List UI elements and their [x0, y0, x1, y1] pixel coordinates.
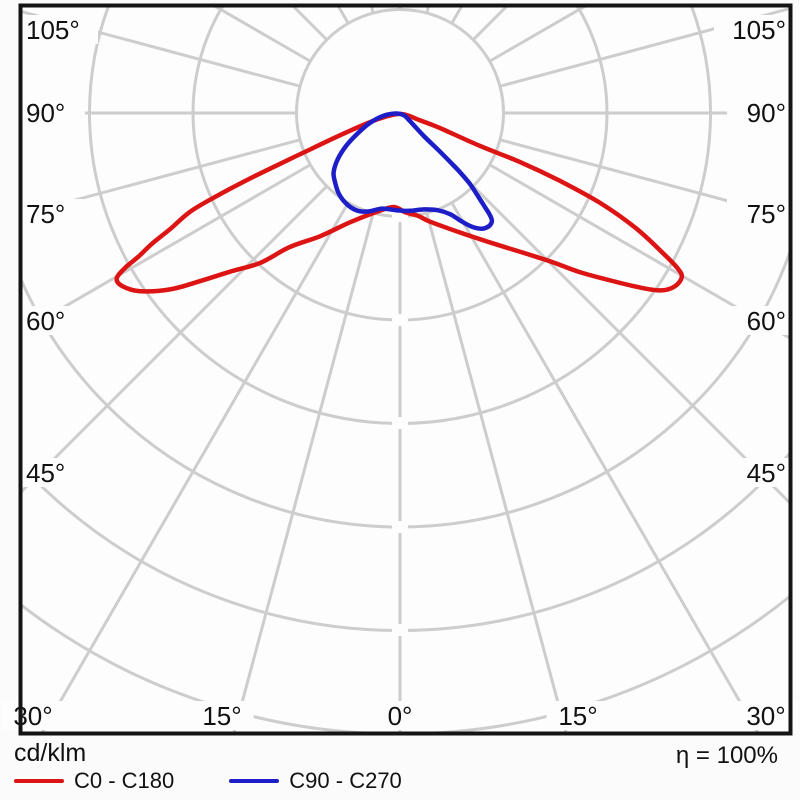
angle-label-right-90°: 90° — [747, 98, 786, 128]
angle-label-right-45°: 45° — [747, 458, 786, 488]
angle-label-right-75°: 75° — [747, 199, 786, 229]
legend-item-c90-c270: C90 - C270 — [229, 768, 402, 794]
ring-tick-gap — [392, 314, 408, 326]
label-bg — [22, 306, 85, 335]
legend-label-c90-c270: C90 - C270 — [289, 768, 402, 793]
legend-line-blue-icon — [229, 779, 280, 783]
unit-label: cd/klm — [14, 739, 87, 767]
label-bg — [727, 306, 790, 335]
ring-tick-gap — [392, 624, 408, 636]
legend-label-c0-c180: C0 - C180 — [74, 768, 175, 793]
angle-label-bottom-1: 15° — [202, 701, 241, 731]
angle-label-right-60°: 60° — [747, 306, 786, 336]
label-bg — [375, 701, 425, 730]
angle-label-left-105°: 105° — [26, 15, 80, 45]
angle-label-right-105°: 105° — [732, 15, 786, 45]
label-bg — [22, 98, 85, 127]
legend: C0 - C180 C90 - C270 — [14, 768, 402, 794]
label-bg — [22, 199, 85, 228]
label-bg — [734, 701, 798, 730]
label-bg — [546, 701, 610, 730]
ring-tick-gap — [392, 417, 408, 429]
label-bg — [22, 15, 98, 44]
angle-label-bottom-2: 0° — [388, 701, 413, 731]
angle-label-bottom-3: 15° — [558, 701, 597, 731]
angle-label-left-45°: 45° — [26, 458, 65, 488]
angle-label-left-90°: 90° — [26, 98, 65, 128]
angle-label-left-75°: 75° — [26, 199, 65, 229]
label-bg — [1, 701, 65, 730]
angle-label-left-60°: 60° — [26, 306, 65, 336]
plot-border — [18, 3, 793, 736]
label-bg — [727, 199, 790, 228]
label-bg — [727, 98, 790, 127]
label-bg — [727, 458, 790, 487]
ring-tick-gap — [392, 521, 408, 533]
plot-background — [20, 5, 791, 734]
intensity-curves — [114, 111, 685, 294]
label-bg — [190, 701, 254, 730]
legend-line-red-icon — [14, 779, 64, 783]
label-bg — [714, 15, 790, 44]
efficiency-label: η = 100% — [675, 742, 778, 769]
curve-c90-c270 — [331, 111, 495, 231]
label-bg — [22, 458, 85, 487]
angle-label-bottom-4: 30° — [746, 701, 785, 731]
legend-item-c0-c180: C0 - C180 — [14, 768, 174, 794]
